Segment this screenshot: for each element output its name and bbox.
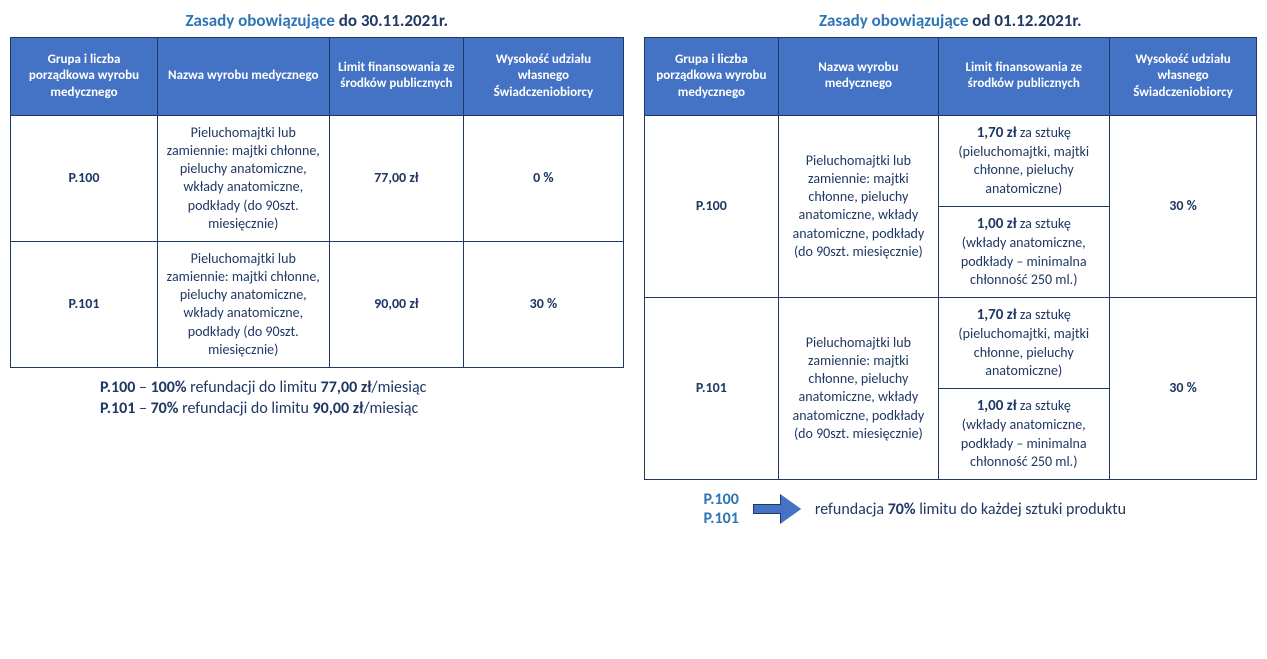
cell-desc: Pieluchomajtki lub zamiennie: majtki chł…	[158, 241, 330, 367]
footer-tail: /miesiąc	[371, 378, 426, 397]
cell-share: 30 %	[1110, 115, 1257, 297]
footer-sep: –	[135, 399, 150, 418]
table-row: P.100 Pieluchomajtki lub zamiennie: majt…	[644, 115, 1257, 206]
footer-text-a: refundacja	[815, 500, 888, 519]
cell-code: P.100	[11, 115, 158, 241]
limit-value: 1,00 zł	[977, 215, 1017, 233]
cell-code: P.101	[11, 241, 158, 367]
limit-value: 1,70 zł	[977, 124, 1017, 142]
limit-tail: za sztukę	[1017, 397, 1071, 414]
footer-line: P.101 – 70% refundacji do limitu 90,00 z…	[100, 399, 624, 418]
header-col4: Wysokość udziału własnego Świadczeniobio…	[1110, 38, 1257, 116]
limit-tail: za sztukę	[1017, 124, 1071, 141]
footer-text: refundacji do limitu	[178, 399, 312, 418]
footer-amount: 90,00 zł	[313, 399, 364, 418]
title-highlight: Zasady obowiązujące	[819, 10, 968, 31]
footer-sep: –	[135, 378, 150, 397]
table-row: P.101 Pieluchomajtki lub zamiennie: majt…	[644, 297, 1257, 388]
table-row: P.100 Pieluchomajtki lub zamiennie: majt…	[11, 115, 624, 241]
cell-limit-a: 1,70 zł za sztukę (pieluchomajtki, majtk…	[938, 115, 1110, 206]
header-col3: Limit finansowania ze środków publicznyc…	[938, 38, 1110, 116]
table-before: Grupa i liczba porządkowa wyrobu medyczn…	[10, 37, 624, 368]
footer-code: P.100	[704, 490, 739, 509]
header-col1: Grupa i liczba porządkowa wyrobu medyczn…	[11, 38, 158, 116]
footer-line: P.100 – 100% refundacji do limitu 77,00 …	[100, 378, 624, 397]
cell-share: 0 %	[464, 115, 623, 241]
footer-text-c: limitu do każdej sztuki produktu	[916, 500, 1126, 519]
header-col2: Nazwa wyrobu medycznego	[158, 38, 330, 116]
footer-code: P.101	[704, 509, 739, 528]
header-col2: Nazwa wyrobu medycznego	[779, 38, 938, 116]
cell-limit-b: 1,00 zł za sztukę (wkłady anatomiczne, p…	[938, 206, 1110, 297]
panel-before: Zasady obowiązujące do 30.11.2021r. Grup…	[10, 10, 624, 420]
footer-before: P.100 – 100% refundacji do limitu 77,00 …	[10, 378, 624, 418]
table-after: Grupa i liczba porządkowa wyrobu medyczn…	[644, 37, 1258, 480]
limit-tail: za sztukę	[1017, 215, 1071, 232]
footer-code: P.100	[100, 378, 135, 397]
cell-share: 30 %	[1110, 297, 1257, 479]
footer-after: P.100 P.101 refundacja 70% limitu do każ…	[644, 490, 1258, 528]
cell-limit-b: 1,00 zł za sztukę (wkłady anatomiczne, p…	[938, 388, 1110, 479]
limit-value: 1,70 zł	[977, 306, 1017, 324]
panel-after-title: Zasady obowiązujące od 01.12.2021r.	[644, 10, 1258, 31]
panel-after: Zasady obowiązujące od 01.12.2021r. Grup…	[644, 10, 1258, 528]
footer-codes: P.100 P.101	[704, 490, 739, 528]
limit-sub: (pieluchomajtki, majtki chłonne, pieluch…	[958, 325, 1089, 378]
panel-before-title: Zasady obowiązujące do 30.11.2021r.	[10, 10, 624, 31]
arrow-icon	[753, 497, 801, 521]
header-col4: Wysokość udziału własnego Świadczeniobio…	[464, 38, 623, 116]
cell-share: 30 %	[464, 241, 623, 367]
title-date: od 01.12.2021r.	[968, 10, 1081, 31]
cell-desc: Pieluchomajtki lub zamiennie: majtki chł…	[779, 297, 938, 479]
limit-tail: za sztukę	[1017, 306, 1071, 323]
cell-limit: 77,00 zł	[329, 115, 464, 241]
header-col1: Grupa i liczba porządkowa wyrobu medyczn…	[644, 38, 779, 116]
cell-limit: 90,00 zł	[329, 241, 464, 367]
cell-desc: Pieluchomajtki lub zamiennie: majtki chł…	[158, 115, 330, 241]
cell-desc: Pieluchomajtki lub zamiennie: majtki chł…	[779, 115, 938, 297]
footer-pct: 70%	[151, 399, 179, 418]
footer-code: P.101	[100, 399, 135, 418]
table-row: P.101 Pieluchomajtki lub zamiennie: majt…	[11, 241, 624, 367]
footer-pct: 100%	[151, 378, 187, 397]
limit-sub: (wkłady anatomiczne, podkłady – minimaln…	[961, 234, 1087, 287]
title-highlight: Zasady obowiązujące	[186, 10, 335, 31]
footer-pct: 70%	[888, 500, 916, 519]
cell-code: P.101	[644, 297, 779, 479]
title-date: do 30.11.2021r.	[335, 10, 448, 31]
table-header-row: Grupa i liczba porządkowa wyrobu medyczn…	[11, 38, 624, 116]
footer-amount: 77,00 zł	[321, 378, 372, 397]
footer-tail: /miesiąc	[363, 399, 418, 418]
limit-sub: (wkłady anatomiczne, podkłady – minimaln…	[961, 416, 1087, 469]
table-header-row: Grupa i liczba porządkowa wyrobu medyczn…	[644, 38, 1257, 116]
comparison-container: Zasady obowiązujące do 30.11.2021r. Grup…	[10, 10, 1257, 528]
footer-text: refundacji do limitu	[187, 378, 321, 397]
limit-value: 1,00 zł	[977, 397, 1017, 415]
header-col3: Limit finansowania ze środków publicznyc…	[329, 38, 464, 116]
cell-code: P.100	[644, 115, 779, 297]
footer-text: refundacja 70% limitu do każdej sztuki p…	[815, 500, 1126, 519]
cell-limit-a: 1,70 zł za sztukę (pieluchomajtki, majtk…	[938, 297, 1110, 388]
limit-sub: (pieluchomajtki, majtki chłonne, pieluch…	[958, 143, 1089, 196]
